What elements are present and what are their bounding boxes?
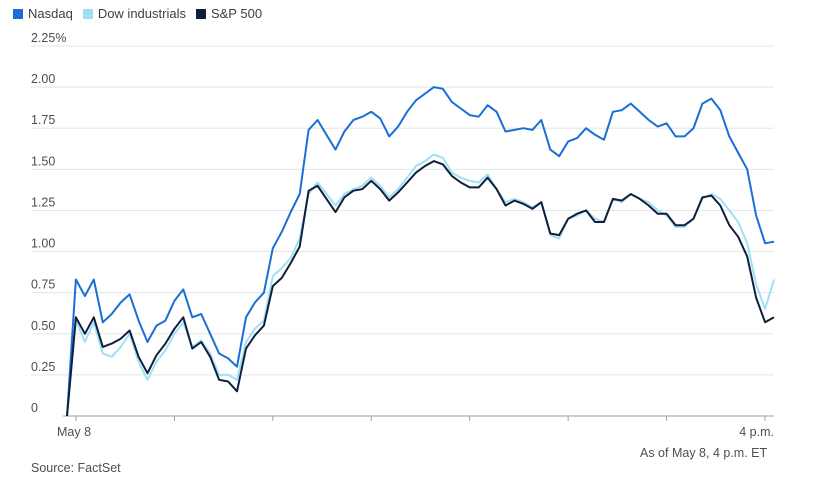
source-note: Source: FactSet: [31, 461, 121, 475]
y-tick-label: 0: [31, 401, 38, 415]
legend-label: Dow industrials: [97, 6, 186, 21]
series-line-nasdaq: [66, 86, 775, 417]
as-of-note: As of May 8, 4 p.m. ET: [640, 446, 768, 460]
legend-item: Dow industrials: [82, 6, 186, 21]
legend-swatch: [195, 8, 206, 19]
y-tick-label: 0.75: [31, 278, 55, 292]
legend-swatch: [13, 8, 23, 19]
legend-label: Nasdaq: [28, 6, 73, 21]
y-tick-label: 1.00: [31, 237, 55, 251]
series-line-dow-industrials: [66, 153, 775, 417]
x-axis: May 8 4 p.m.: [57, 415, 774, 439]
gridlines: [31, 45, 774, 376]
y-tick-label: 1.75: [31, 113, 55, 127]
y-axis-labels: 2.25% 2.00 1.75 1.50 1.25 1.00 0.75 0.50 0.25 0: [31, 31, 66, 415]
y-tick-label: 0.25: [31, 360, 55, 374]
y-tick-label: 2.25%: [31, 31, 66, 45]
x-start-label: May 8: [57, 425, 91, 439]
chart-legend: Nasdaq Dow industrials S&P 500: [13, 6, 262, 21]
series-line-s-p-500: [66, 160, 775, 417]
series-lines: [66, 86, 775, 417]
legend-item: S&P 500: [195, 6, 263, 21]
y-tick-label: 2.00: [31, 72, 55, 86]
legend-swatch: [82, 8, 93, 19]
y-tick-label: 1.50: [31, 154, 55, 168]
legend-label: S&P 500: [210, 6, 263, 21]
y-tick-label: 1.25: [31, 195, 55, 209]
x-end-label: 4 p.m.: [739, 425, 774, 439]
legend-item: Nasdaq: [13, 6, 73, 21]
y-tick-label: 0.50: [31, 319, 55, 333]
